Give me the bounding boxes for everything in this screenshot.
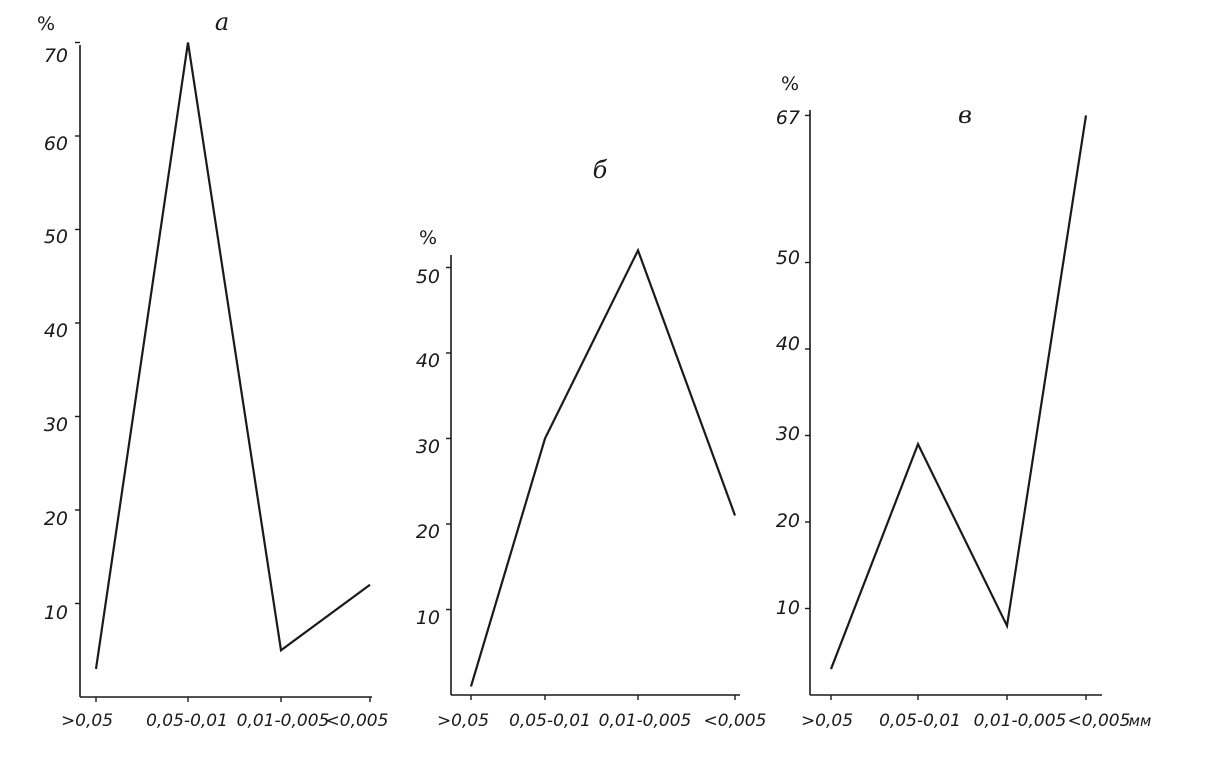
chart-marks: [75, 41, 1088, 702]
panel-c-ytick-label: 20: [776, 510, 800, 532]
panel-b: б % 10 20 30 40 50 >0,05 0,05-0,01 0,01-…: [416, 156, 767, 731]
panel-c-xtick-label: 0,01-0,005: [974, 711, 1067, 731]
panel-b-ytick-label: 40: [416, 350, 440, 372]
panel-a-ytick-label: 60: [44, 133, 68, 155]
panel-b-title: б: [593, 156, 608, 184]
panel-a-xtick-label: <0,005: [326, 711, 389, 731]
panel-b-ytick-label: 20: [416, 521, 440, 543]
panel-b-xtick-label: <0,005: [704, 711, 767, 731]
panel-a-ytick-label: 30: [44, 414, 68, 436]
panel-c-ytick-label: 67: [776, 107, 800, 129]
panel-b-xtick-label: 0,05-0,01: [509, 711, 591, 731]
panel-c-xtick-label: >0,05: [801, 711, 853, 731]
panel-c-ytick-labels: 10 20 30 40 50 67: [776, 107, 800, 619]
panel-b-ytick-label: 50: [416, 266, 440, 288]
panel-c: в % 10 20 30 40 50 67 >0,05 0,05-0,01 0,…: [776, 73, 1152, 731]
panel-a-ytick-label: 10: [44, 602, 68, 624]
panel-a-ytick-label: 20: [44, 508, 68, 530]
panel-c-x-unit: мм: [1129, 712, 1152, 730]
panel-b-y-unit: %: [419, 227, 437, 249]
panel-c-xtick-label: <0,005: [1068, 711, 1131, 731]
panel-a-title: а: [215, 8, 229, 36]
panel-a: а % 10 20 30 40 50 60 70 >0,05 0,05-0,01…: [37, 8, 388, 731]
panel-c-series-line: [829, 115, 1088, 670]
panel-c-title: в: [958, 101, 972, 129]
panel-c-xtick-label: 0,05-0,01: [879, 711, 961, 731]
panel-c-ytick-label: 40: [776, 333, 800, 355]
panel-b-ytick-labels: 10 20 30 40 50: [416, 266, 440, 629]
panel-b-xtick-label: >0,05: [437, 711, 489, 731]
panel-c-ytick-label: 50: [776, 247, 800, 269]
panel-c-y-unit: %: [781, 73, 799, 95]
panel-a-series-line: [94, 42, 371, 670]
panel-a-y-unit: %: [37, 13, 55, 35]
panel-c-xtick-labels: >0,05 0,05-0,01 0,01-0,005 <0,005 мм: [801, 711, 1151, 731]
panel-a-ytick-label: 70: [44, 45, 68, 67]
panel-a-xtick-label: >0,05: [61, 711, 113, 731]
panel-b-ytick-label: 10: [416, 607, 440, 629]
panel-a-xtick-label: 0,01-0,005: [237, 711, 330, 731]
panel-a-xtick-label: 0,05-0,01: [146, 711, 228, 731]
panel-c-ytick-label: 30: [776, 423, 800, 445]
panel-c-ytick-label: 10: [776, 597, 800, 619]
panel-b-series-line: [469, 247, 737, 687]
panel-a-ytick-labels: 10 20 30 40 50 60 70: [44, 45, 68, 624]
panel-b-xtick-labels: >0,05 0,05-0,01 0,01-0,005 <0,005: [437, 711, 767, 731]
panel-b-xtick-label: 0,01-0,005: [599, 711, 692, 731]
panel-a-xtick-labels: >0,05 0,05-0,01 0,01-0,005 <0,005: [61, 711, 389, 731]
panel-a-ytick-label: 40: [44, 320, 68, 342]
panel-a-ytick-label: 50: [44, 226, 68, 248]
panel-b-ytick-label: 30: [416, 436, 440, 458]
